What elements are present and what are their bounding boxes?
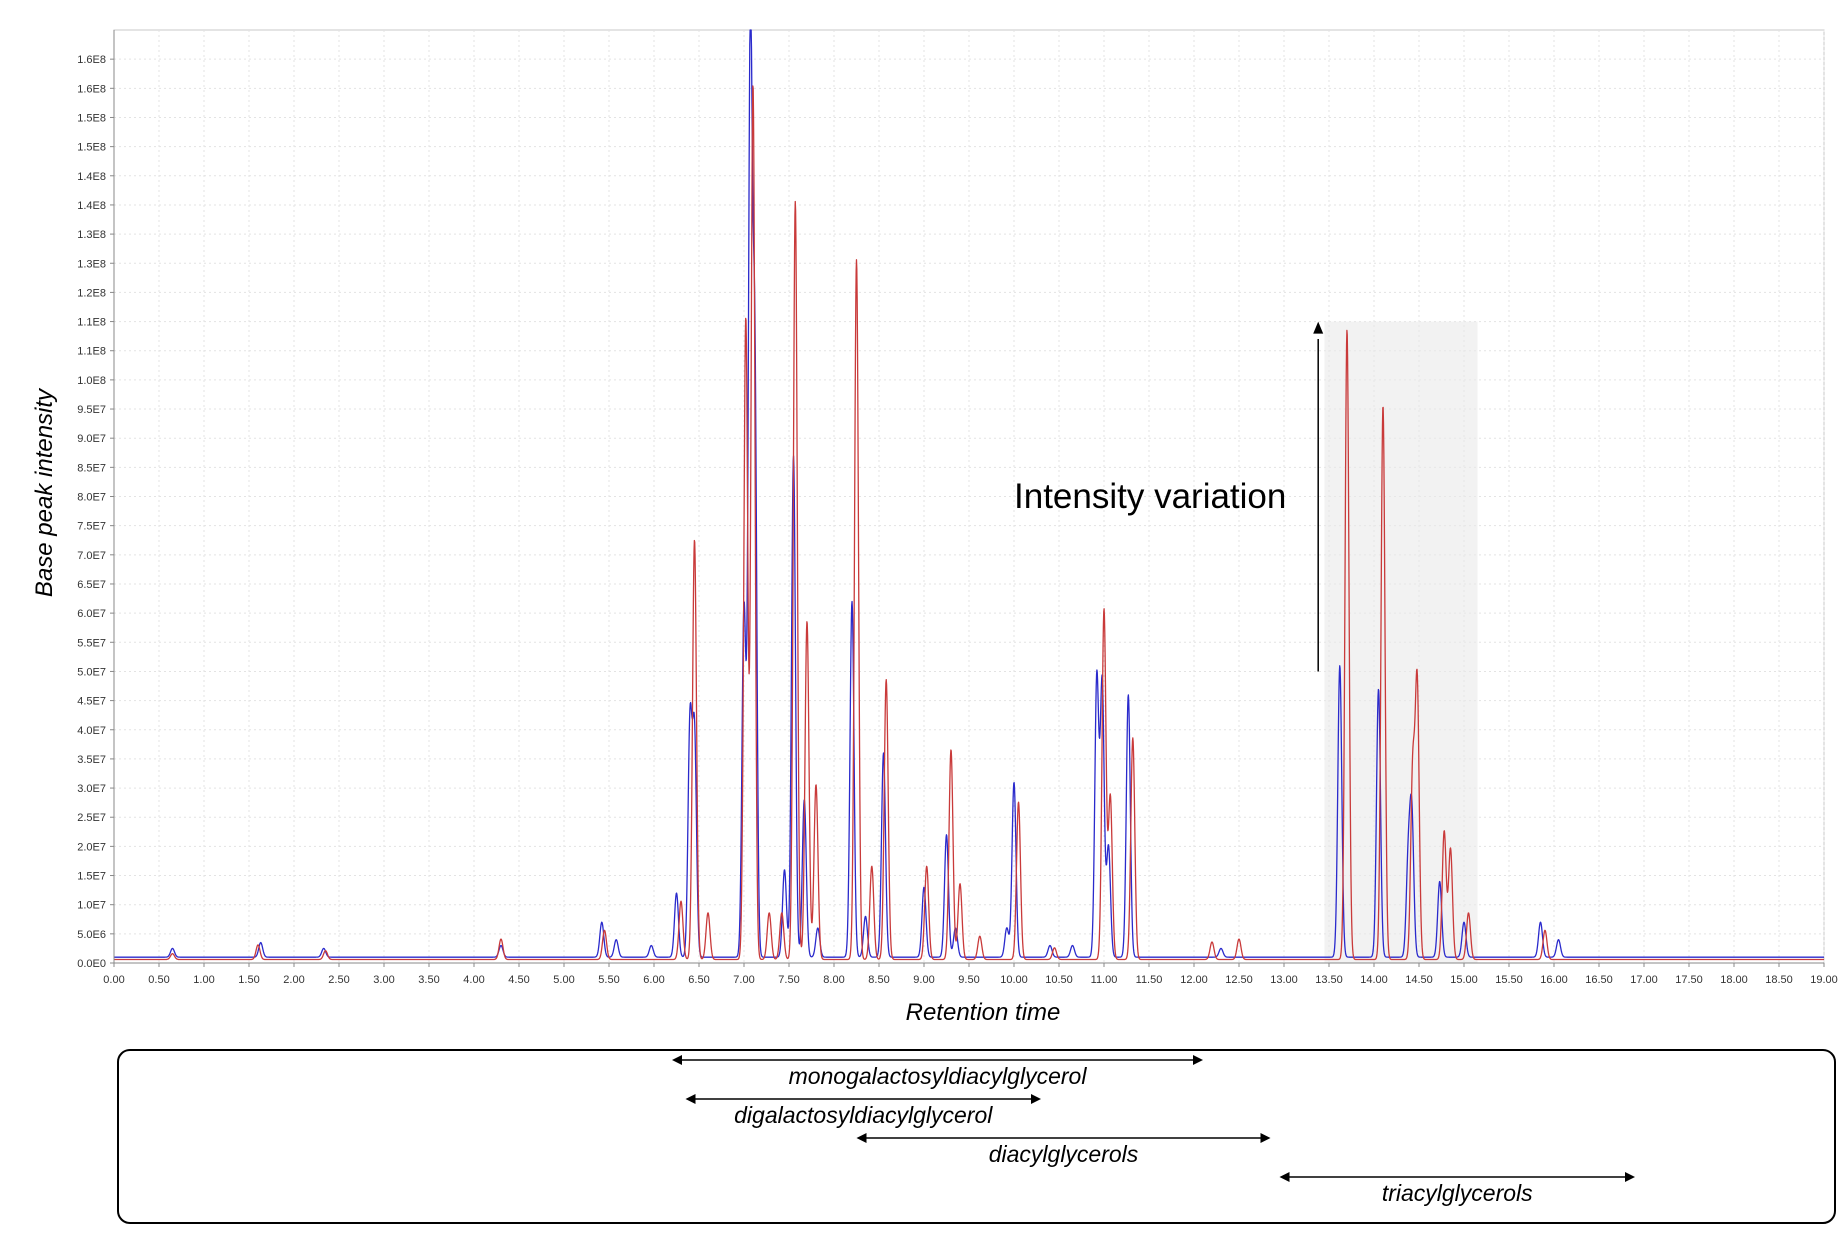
class-range-arrow-left bbox=[856, 1133, 867, 1143]
x-tick-label: 9.50 bbox=[958, 974, 979, 986]
y-tick-label: 1.2E8 bbox=[77, 287, 106, 299]
y-tick-label: 1.5E7 bbox=[77, 871, 106, 883]
y-tick-label: 0.0E0 bbox=[77, 958, 106, 970]
y-tick-label: 7.0E7 bbox=[77, 550, 106, 562]
y-tick-label: 9.0E7 bbox=[77, 433, 106, 445]
series-lines bbox=[113, 29, 1825, 961]
y-tick-label: 1.4E8 bbox=[77, 200, 106, 212]
y-tick-label: 4.0E7 bbox=[77, 725, 106, 737]
x-tick-label: 11.00 bbox=[1091, 974, 1118, 986]
x-tick-label: 14.50 bbox=[1405, 974, 1433, 986]
y-tick-label: 8.0E7 bbox=[77, 492, 106, 504]
lipid-class-ranges: monogalactosyldiacylglycerol digalactosyl… bbox=[672, 1055, 1635, 1206]
y-tick-label: 5.5E7 bbox=[77, 637, 106, 649]
y-tick-label: 7.5E7 bbox=[77, 521, 106, 533]
y-tick-label: 1.3E8 bbox=[77, 258, 106, 270]
x-tick-label: 8.50 bbox=[868, 974, 889, 986]
intensity-variation-label: Intensity variation bbox=[1014, 477, 1286, 516]
x-tick-label: 5.00 bbox=[553, 974, 574, 986]
y-tick-label: 4.5E7 bbox=[77, 696, 106, 708]
y-tick-label: 1.0E7 bbox=[77, 900, 106, 912]
class-range-arrow-right bbox=[1031, 1094, 1041, 1104]
x-tick-label: 10.50 bbox=[1045, 974, 1073, 986]
x-tick-label: 1.00 bbox=[193, 974, 214, 986]
y-ticks: 0.0E0 5.0E6 1.0E7 1.5E7 2.0E7 2.5E7 3.0E7 3.5E7… bbox=[77, 54, 114, 970]
x-tick-label: 6.50 bbox=[688, 974, 709, 986]
class-range-label: monogalactosyldiacylglycerol bbox=[789, 1063, 1088, 1089]
x-tick-label: 7.50 bbox=[778, 974, 799, 986]
class-range-label: diacylglycerols bbox=[989, 1141, 1139, 1167]
y-tick-label: 1.3E8 bbox=[77, 229, 106, 241]
x-tick-label: 14.00 bbox=[1360, 974, 1388, 986]
x-tick-label: 12.00 bbox=[1180, 974, 1208, 986]
x-tick-label: 8.00 bbox=[823, 974, 844, 986]
y-tick-label: 3.5E7 bbox=[77, 754, 106, 766]
y-tick-label: 1.4E8 bbox=[77, 171, 106, 183]
x-tick-label: 3.00 bbox=[373, 974, 394, 986]
y-tick-label: 8.5E7 bbox=[77, 462, 106, 474]
x-tick-label: 2.50 bbox=[328, 974, 349, 986]
class-range-arrow-left bbox=[1279, 1172, 1290, 1182]
x-tick-label: 2.00 bbox=[283, 974, 304, 986]
x-tick-label: 4.50 bbox=[508, 974, 529, 986]
y-tick-label: 3.0E7 bbox=[77, 783, 106, 795]
x-tick-label: 17.50 bbox=[1675, 974, 1703, 986]
x-ticks: 0.00 0.50 1.00 1.50 2.00 2.50 3.00 3.50 4.00 4.50… bbox=[103, 963, 1838, 986]
class-range-arrow-left bbox=[685, 1094, 696, 1104]
x-tick-label: 4.00 bbox=[463, 974, 484, 986]
x-tick-label: 11.50 bbox=[1136, 974, 1163, 986]
y-tick-label: 2.0E7 bbox=[77, 841, 106, 853]
y-tick-label: 1.5E8 bbox=[77, 142, 106, 154]
x-tick-label: 13.00 bbox=[1270, 974, 1298, 986]
y-tick-label: 9.5E7 bbox=[77, 404, 106, 416]
highlight-rect bbox=[1324, 321, 1478, 963]
class-range-arrow-left bbox=[672, 1055, 682, 1065]
x-tick-label: 9.00 bbox=[913, 974, 934, 986]
class-range-label: triacylglycerols bbox=[1382, 1180, 1533, 1206]
y-tick-label: 1.6E8 bbox=[77, 83, 106, 95]
highlight-region bbox=[1324, 321, 1478, 963]
x-tick-label: 1.50 bbox=[238, 974, 259, 986]
class-range-arrow-right bbox=[1193, 1055, 1203, 1065]
series-trace-2 bbox=[113, 85, 1825, 961]
lipid-class-box bbox=[117, 1049, 1836, 1224]
y-tick-label: 6.5E7 bbox=[77, 579, 106, 591]
x-tick-label: 12.50 bbox=[1225, 974, 1253, 986]
x-tick-label: 0.50 bbox=[148, 974, 169, 986]
x-tick-label: 10.00 bbox=[1000, 974, 1028, 986]
class-range-arrow-right bbox=[1260, 1133, 1271, 1143]
class-range-arrow-right bbox=[1625, 1172, 1635, 1182]
x-tick-label: 17.00 bbox=[1630, 974, 1658, 986]
x-tick-label: 16.50 bbox=[1585, 974, 1613, 986]
series-trace-1 bbox=[113, 29, 1825, 958]
x-tick-label: 13.50 bbox=[1315, 974, 1343, 986]
y-tick-label: 2.5E7 bbox=[77, 812, 106, 824]
y-tick-label: 1.0E8 bbox=[77, 375, 106, 387]
arrow-head bbox=[1313, 321, 1324, 334]
y-axis-title: Base peak intensity bbox=[31, 387, 58, 597]
x-tick-label: 5.50 bbox=[598, 974, 619, 986]
x-tick-label: 18.50 bbox=[1765, 974, 1793, 986]
y-tick-label: 5.0E6 bbox=[77, 929, 106, 941]
y-tick-label: 1.6E8 bbox=[77, 54, 106, 66]
y-tick-label: 1.5E8 bbox=[77, 112, 106, 124]
y-tick-label: 1.1E8 bbox=[77, 346, 106, 358]
x-tick-label: 15.50 bbox=[1495, 974, 1523, 986]
x-tick-label: 18.00 bbox=[1720, 974, 1748, 986]
x-tick-label: 16.00 bbox=[1540, 974, 1568, 986]
y-tick-label: 1.1E8 bbox=[77, 317, 106, 329]
intensity-arrow bbox=[1313, 321, 1324, 672]
class-range-label: digalactosyldiacylglycerol bbox=[734, 1102, 993, 1128]
x-axis-title: Retention time bbox=[906, 999, 1061, 1026]
x-tick-label: 0.00 bbox=[103, 974, 124, 986]
x-tick-label: 3.50 bbox=[418, 974, 439, 986]
x-tick-label: 6.00 bbox=[643, 974, 664, 986]
x-tick-label: 7.00 bbox=[733, 974, 754, 986]
x-tick-label: 19.00 bbox=[1810, 974, 1838, 986]
x-tick-label: 15.00 bbox=[1450, 974, 1478, 986]
y-tick-label: 5.0E7 bbox=[77, 666, 106, 678]
y-tick-label: 6.0E7 bbox=[77, 608, 106, 620]
